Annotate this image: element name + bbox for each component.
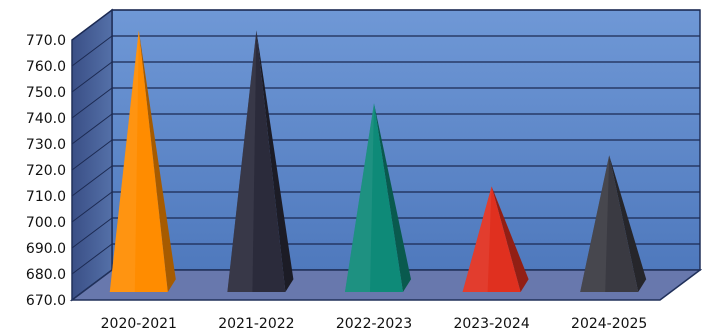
gridline-side [71,87,113,119]
pyramid-highlight [580,155,610,292]
y-tick-label: 750.0 [26,85,66,101]
gridline-side [71,9,113,41]
pyramid-highlight [345,103,374,292]
pyramid-mark [109,30,176,293]
x-tick-label: 2023-2024 [453,316,529,332]
pyramid-highlight [227,30,257,293]
x-tick-label: 2021-2022 [218,316,294,332]
gridline-side [71,61,113,93]
pyramid-mark [227,30,294,293]
x-tick-label: 2024-2025 [571,316,647,332]
pyramid-side-face [491,186,529,292]
gridline-side [71,113,113,145]
y-tick-label: 710.0 [26,189,66,205]
pyramid-side-face [374,103,411,292]
pyramid-highlight [109,30,139,293]
y-tick-label: 670.0 [26,293,66,309]
x-tick-label: 2020-2021 [101,316,177,332]
y-axis: 670.0 680.0 690.0 700.0 710.0 720.0 730.0 740.0… [26,33,66,309]
pyramid-mark [462,186,529,292]
pyramid-mark [345,103,411,292]
gridline-side [71,165,113,197]
pyramid-mark [580,155,647,292]
y-tick-label: 720.0 [26,163,66,179]
x-tick-label: 2022-2023 [336,316,412,332]
pyramid-side-face [138,30,176,293]
gridline-side [71,243,113,275]
pyramid-side-face [609,155,647,292]
gridline-side [71,217,113,249]
y-tick-label: 700.0 [26,215,66,231]
y-tick-label: 760.0 [26,59,66,75]
gridline-side [71,191,113,223]
gridline-side [71,35,113,67]
data-marks [109,30,647,293]
pyramid-side-face [256,30,294,293]
y-tick-label: 680.0 [26,267,66,283]
y-tick-label: 740.0 [26,111,66,127]
y-tick-label: 770.0 [26,33,66,49]
gridline-side [71,139,113,171]
x-axis: 2020-2021 2021-2022 2022-2023 2023-2024 2024… [101,316,648,332]
y-tick-label: 690.0 [26,241,66,257]
pyramid-highlight [462,186,492,292]
y-tick-label: 730.0 [26,137,66,153]
